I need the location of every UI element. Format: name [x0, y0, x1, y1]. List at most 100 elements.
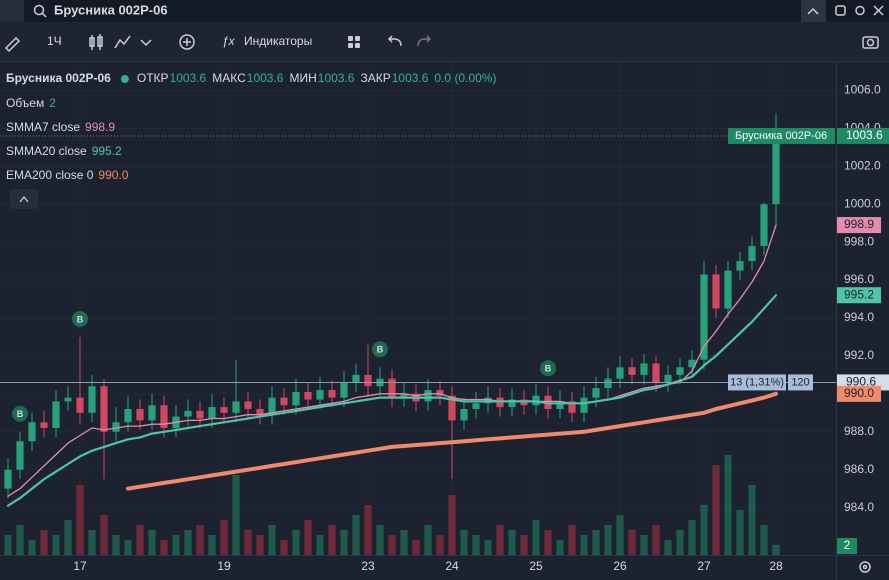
volume-bar: [460, 530, 468, 555]
candle-body: [448, 395, 456, 421]
candle-body: [4, 469, 12, 489]
y-tick-label: 996.0: [844, 272, 874, 286]
x-tick-label: 25: [529, 559, 543, 573]
candle-body: [28, 422, 36, 442]
candle-body: [76, 397, 84, 413]
candle-body: [760, 204, 768, 246]
indicator-line: [126, 391, 778, 491]
last-price-name-box: [728, 127, 835, 144]
x-tick-label: 27: [697, 559, 711, 573]
volume-bar: [568, 525, 576, 555]
indicator-value: 998.9: [85, 120, 115, 134]
y-tick-label: 998.0: [844, 234, 874, 248]
trade-marker[interactable]: [372, 341, 389, 358]
volume-bar: [556, 540, 564, 555]
volume-bar: [124, 540, 132, 555]
indicator-line: [7, 224, 777, 497]
top-bar: [0, 0, 889, 22]
window-button[interactable]: [835, 5, 846, 16]
volume-bar: [652, 525, 660, 555]
settings-button[interactable]: [855, 5, 865, 16]
y-tick-label: 1002.0: [844, 158, 881, 172]
volume-bar: [220, 520, 228, 555]
volume-bar: [508, 530, 516, 555]
legend-collapse-button[interactable]: [10, 189, 38, 209]
search-input[interactable]: Брусника 002P-06: [54, 2, 168, 17]
legend-field-value: 1003.6: [247, 71, 284, 85]
axis-settings-button[interactable]: [859, 561, 871, 573]
volume-bar: [352, 515, 360, 555]
volume-tag-label: 2: [844, 538, 851, 552]
indicator-tag-label: 995.2: [844, 287, 874, 301]
candle-body: [148, 405, 156, 421]
candle-body: [748, 245, 756, 262]
volume-bar: [28, 540, 36, 555]
volume-bar: [724, 455, 732, 555]
candle-body: [100, 386, 108, 432]
volume-bar: [160, 540, 168, 555]
trade-marker-label: B: [377, 345, 384, 355]
volume-bar: [688, 520, 696, 555]
collapse-icon: [807, 7, 819, 15]
indicators-button[interactable]: Индикаторы: [244, 34, 312, 48]
candle-body: [568, 401, 576, 413]
collapse-button[interactable]: [801, 0, 826, 22]
candle-body: [508, 399, 516, 408]
toolbar: [0, 22, 889, 62]
candle-body: [124, 408, 132, 423]
volume-bar: [340, 530, 348, 555]
layout-button[interactable]: [348, 36, 360, 48]
volume-bar: [700, 505, 708, 555]
price-line-tag-label: 990.6: [846, 375, 876, 389]
volume-bar: [280, 540, 288, 555]
trade-marker[interactable]: [12, 405, 29, 422]
candle-body: [208, 407, 216, 419]
undo-button[interactable]: [387, 35, 402, 47]
volume-bar: [484, 540, 492, 555]
price-line-info: 13 (1,31%): [730, 376, 784, 388]
candle-body: [616, 367, 624, 379]
status-dot: [120, 75, 129, 83]
volume-bar: [76, 485, 84, 555]
candle-body: [112, 422, 120, 432]
volume-bar: [400, 530, 408, 555]
volume-bar: [496, 525, 504, 555]
candle-body: [244, 401, 252, 409]
add-button[interactable]: [179, 34, 195, 50]
volume-bar: [424, 525, 432, 555]
candle-body: [304, 391, 312, 400]
chart-type-dropdown[interactable]: [140, 39, 152, 47]
trade-marker[interactable]: [72, 310, 89, 327]
redo-button[interactable]: [417, 35, 432, 47]
x-tick-label: 19: [217, 559, 231, 573]
y-tick-label: 1000.0: [844, 196, 881, 210]
candle-body: [460, 408, 468, 421]
y-tick-label: 1006.0: [844, 83, 881, 97]
volume-bar: [676, 530, 684, 555]
volume-bar: [196, 525, 204, 555]
menu-button[interactable]: [0, 0, 24, 22]
volume-bar: [436, 535, 444, 555]
candle-type-button[interactable]: [89, 34, 103, 50]
volume-bar: [592, 530, 600, 555]
area-type-button[interactable]: [114, 35, 131, 49]
candle-body: [352, 374, 360, 383]
candle-body: [52, 401, 60, 428]
x-tick-label: 28: [769, 559, 783, 573]
volume-bar: [520, 535, 528, 555]
last-price-tag: [837, 127, 889, 144]
interval-button[interactable]: 1Ч: [47, 34, 62, 48]
indicator-name: SMMA7 close: [6, 120, 80, 134]
screenshot-button[interactable]: [862, 36, 879, 49]
close-button[interactable]: [873, 5, 884, 16]
candle-body: [64, 397, 72, 402]
volume-bar: [664, 540, 672, 555]
price-line-count: 120: [791, 376, 809, 388]
volume-bar: [604, 525, 612, 555]
indicator-line: [6, 294, 778, 507]
volume-bar: [772, 545, 780, 555]
candle-body: [772, 135, 780, 205]
trade-marker[interactable]: [540, 360, 557, 377]
draw-button[interactable]: [4, 36, 21, 53]
candle-body: [436, 390, 444, 396]
